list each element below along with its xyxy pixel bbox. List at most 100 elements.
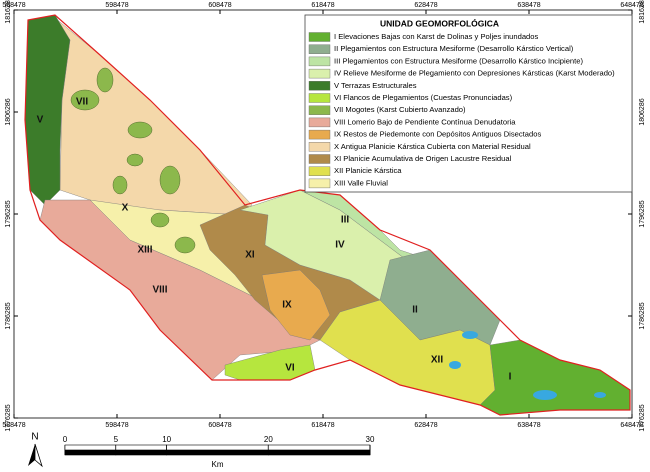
legend-label: IV Relieve Mesiforme de Plegamiento con … <box>334 69 615 78</box>
legend-swatch <box>308 166 331 176</box>
region-label: XII <box>431 355 443 366</box>
north-arrow: N <box>28 432 43 468</box>
legend-label: III Plegamientos con Estructura Mesiform… <box>334 56 583 65</box>
x-coord-label: 638478 <box>517 2 540 9</box>
scale-segment <box>115 449 167 456</box>
legend-label: II Plegamientos con Estructura Mesiforme… <box>334 44 574 53</box>
x-coord-label: 598478 <box>105 2 128 9</box>
arrow-right <box>34 443 43 468</box>
x-coord-label: 648478 <box>620 2 643 9</box>
legend-label: XII Planicie Kárstica <box>334 166 402 175</box>
legend-label: VI Flancos de Plegamientos (Cuestas Pron… <box>334 93 513 102</box>
x-coord-label: 638478 <box>517 422 540 429</box>
region-label: XIII <box>137 245 152 256</box>
legend-swatch <box>308 117 331 128</box>
scale-bar: 0 5 10 20 30 Km <box>63 435 375 469</box>
x-coord-label: 618478 <box>311 422 334 429</box>
mogote <box>127 121 153 139</box>
legend-swatch <box>308 142 331 152</box>
y-coord-label: 1776285 <box>639 404 646 431</box>
region-label: IV <box>335 240 345 251</box>
scale-segment <box>115 444 167 451</box>
y-coord-label: 1806286 <box>639 98 646 125</box>
mogote <box>150 212 170 228</box>
y-coord-label: 1786285 <box>639 302 646 329</box>
scale-label: 0 <box>63 435 68 444</box>
legend-box <box>304 14 633 193</box>
region-label: VII <box>76 97 88 108</box>
x-coord-label: 608478 <box>208 422 231 429</box>
mogote <box>174 236 196 254</box>
scale-unit: Km <box>212 460 224 469</box>
map-unit <box>261 269 331 341</box>
y-coord-label: 1776285 <box>5 404 12 431</box>
x-coord-label: 588478 <box>2 422 25 429</box>
mogote <box>126 153 144 167</box>
y-coord-label: 1806286 <box>5 98 12 125</box>
legend-label: I Elevaciones Bajas con Karst de Dolinas… <box>334 32 539 41</box>
legend-swatch <box>308 68 331 79</box>
water <box>533 390 557 400</box>
scale-label: 30 <box>366 435 375 444</box>
scale-segment <box>166 449 269 456</box>
x-coord-label: 628478 <box>414 2 437 9</box>
legend-label: XIII Valle Fluvial <box>334 178 388 187</box>
y-coord-label: 1786285 <box>5 302 12 329</box>
region-label: VI <box>285 363 295 374</box>
arrow-left <box>28 444 35 466</box>
boundary <box>24 14 631 416</box>
y-coord-label: 1816286 <box>639 0 646 24</box>
region-label: III <box>341 215 350 226</box>
region-label: XI <box>245 250 255 261</box>
scale-segment <box>166 444 269 451</box>
legend-label: XI Planicie Acumulativa de Origen Lacust… <box>334 154 512 163</box>
x-coord-label: 608478 <box>208 2 231 9</box>
scale-label: 20 <box>264 435 273 444</box>
region-label: I <box>509 372 512 383</box>
x-coord-label: 598478 <box>105 422 128 429</box>
mogote <box>70 89 100 111</box>
legend-swatch <box>308 105 331 115</box>
legend-swatch <box>308 178 331 189</box>
x-coord-label: 588478 <box>2 2 25 9</box>
mogote <box>96 67 114 93</box>
legend-label: VII Mogotes (Karst Cubierto Avanzado) <box>334 105 466 114</box>
legend-title: UNIDAD GEOMORFOLÓGICA <box>380 17 499 28</box>
legend-swatch <box>308 154 331 164</box>
scale-label: 5 <box>114 435 119 444</box>
legend-swatch <box>308 129 331 140</box>
region-label: V <box>37 115 44 126</box>
y-coord-label: 1816286 <box>5 0 12 24</box>
north-label: N <box>31 432 38 443</box>
water <box>594 392 606 398</box>
legend-swatch <box>308 56 331 67</box>
scale-segment <box>64 449 117 456</box>
legend-swatch <box>308 81 331 91</box>
x-coord-label: 648478 <box>620 422 643 429</box>
y-coord-label: 1796285 <box>5 200 12 227</box>
water <box>462 331 478 339</box>
x-coord-label: 628478 <box>414 422 437 429</box>
region-label: VIII <box>152 285 167 296</box>
legend-swatch <box>308 32 331 42</box>
legend-swatch <box>308 44 331 54</box>
legend: UNIDAD GEOMORFOLÓGICA I Elevaciones Baja… <box>304 14 633 193</box>
scale-segment <box>268 444 371 451</box>
scale-segment <box>268 449 371 456</box>
region-label: X <box>122 203 129 214</box>
region-label: IX <box>282 300 292 311</box>
mogote <box>159 165 181 195</box>
coordinates: 588478 588478 598478 598478 608478 608478 6184… <box>2 0 646 432</box>
scale-segment <box>64 444 117 451</box>
water <box>449 361 461 369</box>
legend-label: IX Restos de Piedemonte con Depósitos An… <box>334 130 541 139</box>
legend-label: VIII Lomerio Bajo de Pendiente Contínua … <box>334 117 516 126</box>
region-label: II <box>412 305 418 316</box>
legend-label: V Terrazas Estructurales <box>334 81 417 90</box>
legend-label: X Antigua Planicie Kárstica Cubierta con… <box>334 142 531 151</box>
scale-label: 10 <box>162 435 171 444</box>
legend-swatch <box>308 93 331 103</box>
x-coord-label: 618478 <box>311 2 334 9</box>
